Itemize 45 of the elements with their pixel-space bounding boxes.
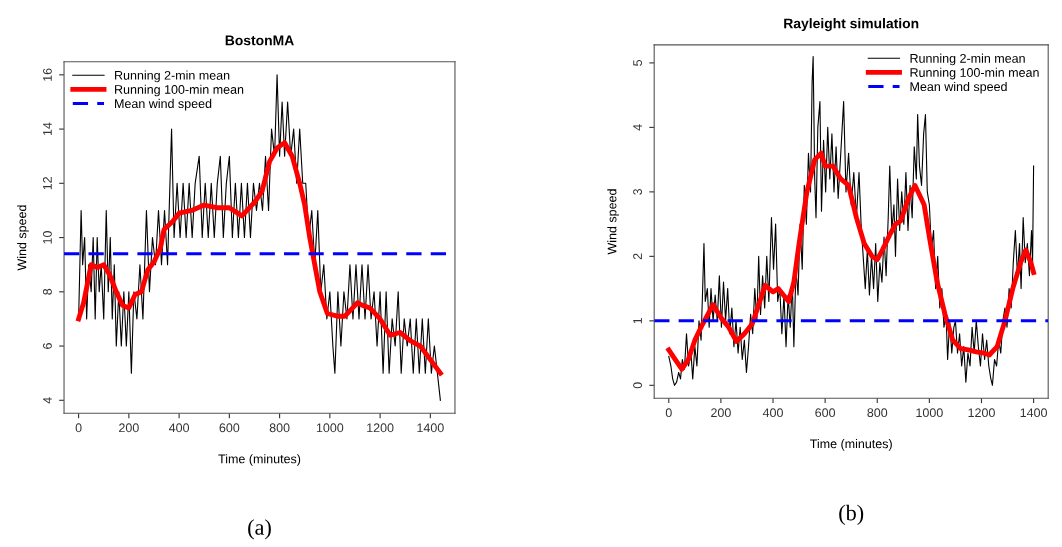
x-tick-label: 1400 xyxy=(1020,408,1048,418)
legend-label: Running 2-min mean xyxy=(115,70,230,83)
chart-title: BostonMA xyxy=(225,35,294,46)
chart-title: Rayleight simulation xyxy=(784,18,919,32)
y-tick-label: 5 xyxy=(633,59,642,66)
legend-label: Running 100-min mean xyxy=(115,84,244,97)
x-tick-label: 800 xyxy=(867,408,888,418)
legend-label: Mean wind speed xyxy=(910,81,1007,94)
y-tick-label: 12 xyxy=(42,176,52,190)
y-tick-label: 4 xyxy=(633,124,642,131)
y-tick-label: 2 xyxy=(633,253,642,260)
y-tick-label: 3 xyxy=(633,188,642,195)
x-tick-label: 400 xyxy=(762,408,783,418)
x-tick-label: 1400 xyxy=(417,423,444,433)
y-axis-title: Wind speed xyxy=(607,189,619,255)
x-axis-title: Time (minutes) xyxy=(810,439,892,451)
line-series xyxy=(666,150,1037,372)
x-tick-label: 400 xyxy=(168,423,190,433)
x-tick-label: 200 xyxy=(711,408,731,418)
x-tick-label: 1000 xyxy=(316,423,344,433)
text: (b) xyxy=(839,504,864,525)
y-tick-label: 1 xyxy=(633,317,642,324)
x-tick-label: 1200 xyxy=(367,423,394,433)
x-tick-label: 1200 xyxy=(968,408,995,418)
y-tick-label: 0 xyxy=(633,382,642,389)
text: (a) xyxy=(248,519,271,540)
y-tick-label: 4 xyxy=(43,397,52,404)
x-tick-label: 600 xyxy=(815,408,836,418)
y-tick-label: 16 xyxy=(42,68,52,81)
x-tick-label: 600 xyxy=(219,423,240,433)
x-tick-label: 0 xyxy=(665,408,672,418)
legend-label: Mean wind speed xyxy=(115,98,212,111)
line-series xyxy=(76,140,443,376)
x-tick-label: 200 xyxy=(119,423,139,433)
y-tick-label: 10 xyxy=(42,231,52,244)
x-tick-label: 1000 xyxy=(916,408,943,418)
y-axis-title: Wind speed xyxy=(17,205,29,271)
y-tick-label: 14 xyxy=(43,122,52,136)
legend-label: Running 100-min mean xyxy=(910,67,1039,80)
x-tick-label: 0 xyxy=(75,423,82,433)
x-tick-label: 800 xyxy=(269,423,290,433)
legend-label: Running 2-min mean xyxy=(910,53,1025,66)
y-tick-label: 8 xyxy=(42,288,52,295)
x-axis-title: Time (minutes) xyxy=(218,454,301,466)
y-tick-label: 6 xyxy=(42,343,52,349)
